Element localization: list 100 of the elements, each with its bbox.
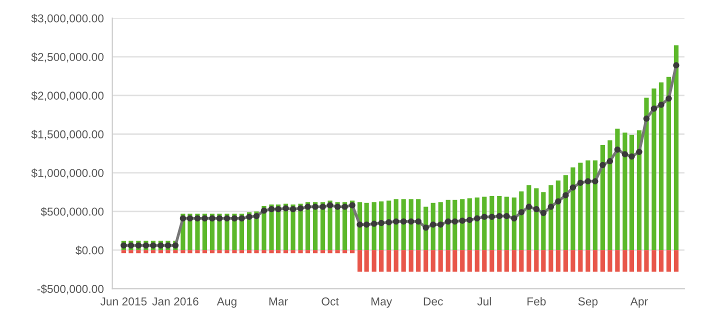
bar (658, 82, 664, 250)
bar (652, 88, 656, 250)
bar (364, 250, 369, 272)
bar (446, 250, 450, 272)
bar (563, 175, 568, 250)
x-tick-label: Oct (322, 297, 339, 306)
y-tick-label: $500,000.00 (40, 207, 104, 218)
bar (563, 250, 568, 272)
bar (386, 250, 392, 272)
x-tick-label: Aug (216, 298, 236, 308)
bar (350, 250, 355, 254)
y-tick-label: -$500,000.00 (37, 284, 104, 294)
bar (644, 98, 649, 250)
bar (666, 76, 672, 250)
bar (556, 250, 560, 272)
bar (276, 250, 281, 254)
bar (600, 250, 605, 272)
bar (262, 250, 266, 254)
x-tick-label: Mar (269, 298, 288, 306)
bar (430, 250, 436, 272)
bar (578, 250, 583, 272)
bar (586, 250, 590, 272)
bar (570, 250, 576, 272)
bar (239, 250, 244, 254)
bar (180, 250, 186, 254)
bar (482, 250, 487, 272)
bar (269, 250, 274, 254)
bar (283, 250, 288, 254)
y-tick-label: $2,000,000.00 (31, 91, 104, 102)
bar (372, 250, 376, 272)
bar (592, 160, 598, 250)
bar (615, 250, 620, 272)
bar (424, 250, 428, 272)
bar (290, 250, 296, 254)
bar (202, 250, 208, 254)
bar (570, 167, 576, 250)
y-tick-label: $0.00 (76, 246, 104, 256)
bar (246, 250, 252, 254)
bar (474, 250, 480, 272)
bar (394, 250, 398, 272)
bar (600, 144, 605, 250)
bar (608, 250, 612, 272)
bar (512, 250, 516, 272)
bar (210, 250, 215, 254)
bar (578, 162, 583, 250)
bar (548, 250, 554, 272)
bar (504, 250, 509, 272)
bar (652, 250, 656, 272)
bar (305, 250, 310, 254)
bar (217, 250, 222, 254)
bar (224, 250, 230, 254)
bar (666, 250, 672, 272)
y-tick-label: $3,000,000.00 (31, 14, 104, 24)
bar (401, 250, 406, 272)
bar (644, 250, 649, 272)
bar (452, 250, 458, 272)
bar (519, 250, 524, 272)
bar (335, 250, 340, 254)
bar (629, 250, 634, 272)
y-tick-label: $1,000,000.00 (31, 168, 104, 178)
bar (232, 250, 237, 254)
bar (416, 250, 421, 272)
bar (674, 250, 679, 272)
bar (342, 250, 348, 254)
y-tick-label: $2,500,000.00 (31, 52, 104, 62)
x-tick-label: Apr (630, 298, 648, 308)
bar (467, 250, 472, 272)
x-tick-label: Dec (424, 298, 443, 306)
bar (586, 160, 590, 250)
bar (497, 250, 502, 272)
bar (636, 250, 642, 272)
bar (534, 250, 539, 272)
bar (195, 250, 200, 254)
bar (312, 250, 318, 254)
x-tick-label: May (372, 298, 392, 308)
bar (592, 250, 598, 272)
bar (629, 134, 634, 250)
x-tick-label: Feb (528, 297, 546, 306)
bar (622, 132, 628, 250)
bar (556, 180, 560, 250)
bar (188, 250, 192, 254)
bar (615, 128, 620, 250)
bar (358, 250, 362, 272)
y-tick-label: $1,500,000.00 (31, 130, 104, 140)
bar (526, 250, 532, 272)
bar (541, 250, 546, 272)
bar (320, 250, 326, 254)
x-tick-label: Jan 2016 (152, 297, 198, 306)
bar (674, 45, 679, 250)
x-tick-label: Jul (477, 297, 491, 306)
x-tick-label: Jun 2015 (100, 297, 147, 306)
x-tick-label: Sep (578, 297, 598, 308)
bar (608, 140, 612, 250)
bar (460, 250, 465, 272)
bar (328, 250, 332, 254)
bar (408, 250, 414, 272)
bar (254, 250, 259, 254)
bar (438, 250, 443, 272)
bar (658, 250, 664, 272)
bar (379, 250, 384, 272)
